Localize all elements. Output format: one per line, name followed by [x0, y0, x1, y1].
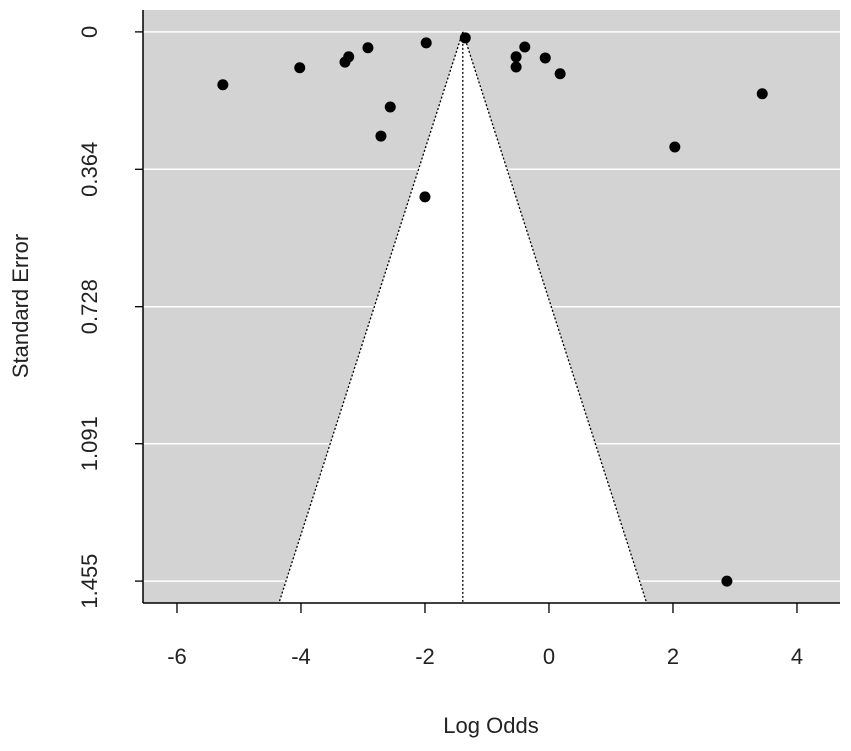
point	[459, 32, 471, 44]
x-axis-label: Log Odds	[443, 713, 538, 738]
y-tick-label: 1.455	[77, 554, 102, 609]
point	[721, 575, 733, 587]
y-axis-label: Standard Error	[8, 234, 33, 378]
x-tick-label: 0	[543, 644, 555, 669]
x-tick-label: 4	[791, 644, 803, 669]
point	[294, 62, 306, 74]
point	[669, 141, 681, 153]
x-tick-label: 2	[667, 644, 679, 669]
x-tick-label: -6	[167, 644, 187, 669]
y-tick-label: 0.364	[77, 142, 102, 197]
point	[384, 101, 396, 113]
point	[362, 42, 374, 54]
point	[554, 68, 566, 80]
point	[343, 51, 355, 63]
point	[420, 37, 432, 49]
point	[756, 88, 768, 100]
point	[217, 79, 229, 91]
point	[510, 61, 522, 73]
y-tick-label: 0.728	[77, 279, 102, 334]
x-tick-label: -2	[415, 644, 435, 669]
point	[519, 41, 531, 53]
point	[539, 52, 551, 64]
point	[510, 51, 522, 63]
x-tick-label: -4	[291, 644, 311, 669]
y-tick-label: 1.091	[77, 416, 102, 471]
point	[419, 191, 431, 203]
y-tick-label: 0	[77, 26, 102, 38]
point	[375, 130, 387, 142]
